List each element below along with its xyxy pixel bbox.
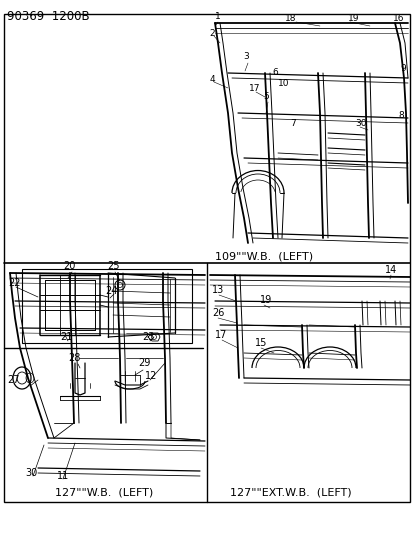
- Text: 5: 5: [262, 92, 268, 101]
- Text: 7: 7: [289, 119, 295, 128]
- Bar: [22, 269, 192, 343]
- Text: 3: 3: [242, 52, 248, 61]
- Text: 20: 20: [63, 261, 75, 271]
- Text: 14: 14: [384, 265, 396, 275]
- Text: 28: 28: [68, 353, 80, 363]
- Text: 25: 25: [107, 261, 119, 271]
- Text: 8: 8: [397, 111, 403, 120]
- Text: 2: 2: [209, 29, 214, 38]
- Text: 26: 26: [211, 308, 224, 318]
- Text: 30: 30: [25, 468, 37, 478]
- Text: 17: 17: [214, 330, 227, 340]
- Text: 18: 18: [284, 14, 296, 23]
- Text: 29: 29: [138, 358, 150, 368]
- Text: 127""EXT.W.B.  (LEFT): 127""EXT.W.B. (LEFT): [230, 488, 351, 498]
- Text: 109""W.B.  (LEFT): 109""W.B. (LEFT): [214, 251, 312, 261]
- Text: 10: 10: [277, 79, 289, 88]
- Text: 21: 21: [60, 332, 72, 342]
- Text: 1: 1: [214, 12, 220, 21]
- Text: 19: 19: [259, 295, 272, 305]
- Text: 90369  1200B: 90369 1200B: [7, 10, 89, 23]
- Text: 13: 13: [211, 285, 224, 295]
- Text: 4: 4: [209, 75, 215, 84]
- Text: 9: 9: [399, 64, 405, 73]
- Text: 17: 17: [248, 84, 260, 93]
- Text: 27: 27: [7, 375, 19, 385]
- Text: 6: 6: [271, 68, 277, 77]
- Text: 30: 30: [354, 119, 366, 128]
- Text: 19: 19: [347, 14, 358, 23]
- Text: 12: 12: [145, 371, 157, 381]
- Text: 24: 24: [105, 286, 117, 296]
- Text: 15: 15: [254, 338, 267, 348]
- Text: 11: 11: [57, 471, 69, 481]
- Text: 23: 23: [142, 332, 154, 342]
- Text: 127""W.B.  (LEFT): 127""W.B. (LEFT): [55, 488, 153, 498]
- Text: 16: 16: [392, 14, 404, 23]
- Text: 22: 22: [8, 278, 21, 288]
